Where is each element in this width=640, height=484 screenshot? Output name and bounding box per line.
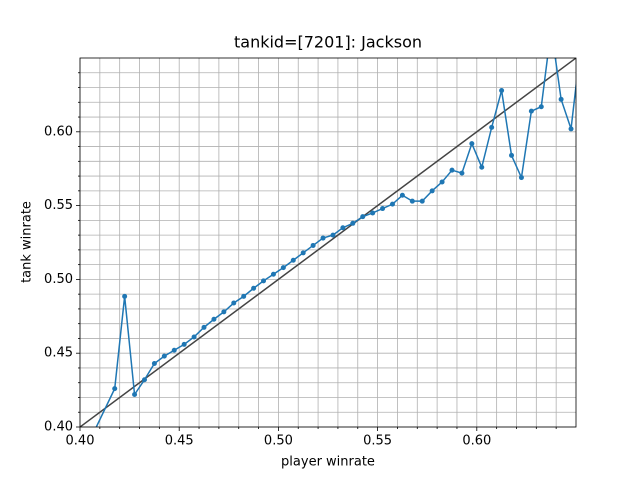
data-point bbox=[300, 250, 306, 256]
data-point bbox=[518, 175, 524, 181]
y-tick-label: 0.45 bbox=[44, 346, 73, 361]
data-point bbox=[469, 141, 475, 147]
x-tick-label: 0.50 bbox=[264, 434, 293, 449]
x-axis-label: player winrate bbox=[281, 455, 375, 470]
plot-area bbox=[80, 58, 576, 427]
tick-layer: 0.40 0.45 0.50 0.55 0.60 0.40 0.45 0.50 0.55 0.60 bbox=[44, 72, 557, 449]
data-point bbox=[399, 192, 405, 198]
data-point bbox=[251, 285, 257, 291]
data-point bbox=[389, 201, 395, 207]
data-point bbox=[479, 164, 485, 170]
data-point bbox=[112, 386, 118, 392]
y-tick-label: 0.60 bbox=[44, 124, 73, 139]
data-point bbox=[370, 210, 376, 216]
data-point bbox=[429, 188, 435, 194]
data-point bbox=[270, 271, 276, 277]
data-point bbox=[132, 392, 138, 398]
x-tick-label: 0.40 bbox=[66, 434, 95, 449]
data-point bbox=[340, 225, 346, 231]
data-point bbox=[151, 361, 157, 367]
data-point bbox=[201, 324, 207, 330]
data-point bbox=[419, 198, 425, 204]
data-point bbox=[509, 152, 515, 158]
y-tick-label: 0.50 bbox=[44, 272, 73, 287]
data-point bbox=[161, 353, 167, 359]
data-point bbox=[439, 179, 445, 185]
data-point bbox=[221, 309, 227, 315]
data-point bbox=[181, 341, 187, 347]
grid-layer bbox=[79, 58, 576, 428]
axes-frame bbox=[79, 57, 577, 428]
data-point bbox=[122, 293, 128, 299]
x-tick-label: 0.60 bbox=[462, 434, 491, 449]
data-point bbox=[141, 377, 147, 383]
data-point bbox=[211, 316, 217, 322]
data-point bbox=[538, 104, 544, 110]
data-point bbox=[568, 126, 574, 132]
data-point bbox=[499, 87, 505, 93]
data-point bbox=[528, 108, 534, 114]
data-point bbox=[449, 167, 455, 173]
y-tick-label: 0.40 bbox=[44, 420, 73, 435]
data-point bbox=[280, 265, 286, 271]
data-point bbox=[489, 124, 495, 130]
data-point bbox=[380, 206, 386, 212]
y-axis-label: tank winrate bbox=[20, 201, 35, 283]
data-point bbox=[241, 293, 247, 299]
data-point bbox=[231, 300, 237, 306]
data-point bbox=[261, 278, 267, 284]
x-tick-label: 0.45 bbox=[165, 434, 194, 449]
data-point bbox=[320, 235, 326, 241]
data-point bbox=[360, 214, 366, 220]
data-point bbox=[290, 257, 296, 263]
data-point bbox=[171, 347, 177, 353]
data-point bbox=[350, 220, 356, 226]
data-point bbox=[310, 242, 316, 248]
data-point bbox=[558, 96, 564, 102]
data-point bbox=[330, 232, 336, 238]
data-point bbox=[409, 198, 415, 204]
data-point bbox=[191, 334, 197, 340]
y-tick-label: 0.55 bbox=[44, 198, 73, 213]
chart-title: tankid=[7201]: Jackson bbox=[234, 33, 422, 52]
data-point bbox=[459, 170, 465, 176]
x-tick-label: 0.55 bbox=[363, 434, 392, 449]
